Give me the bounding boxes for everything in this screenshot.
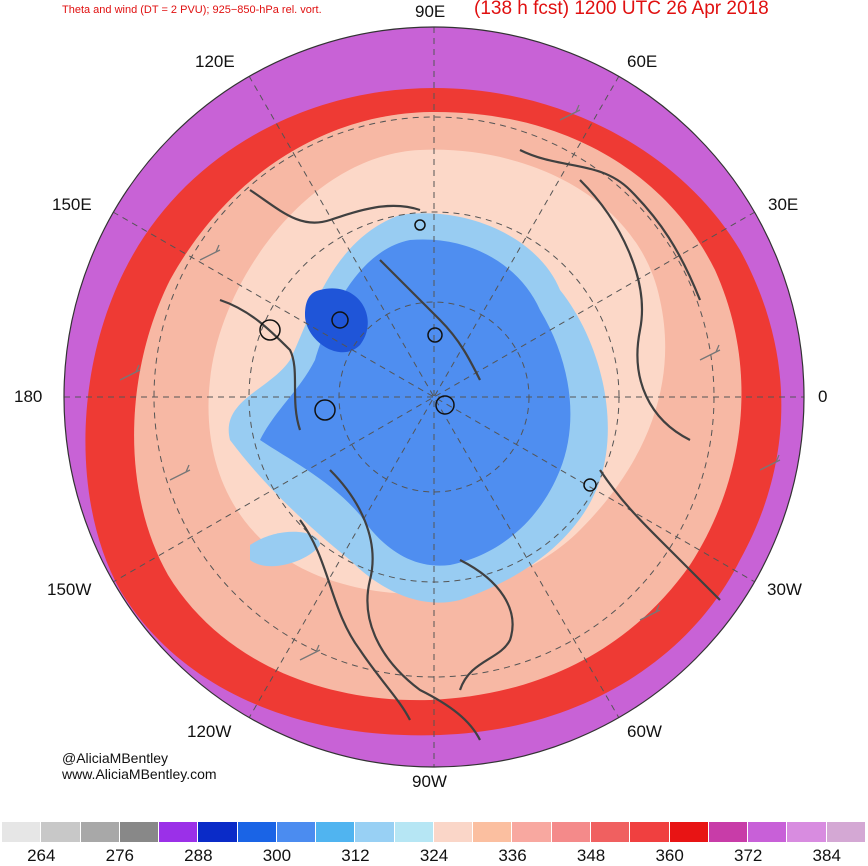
- colorbar-swatch: [237, 822, 277, 842]
- lon-label-90w: 90W: [412, 772, 447, 791]
- lon-label-60w: 60W: [627, 722, 662, 741]
- cold-air-deep: [305, 288, 368, 353]
- colorbar-swatch: [198, 822, 238, 842]
- credit-website: www.AliciaMBentley.com: [62, 766, 217, 782]
- lon-label-0: 0: [818, 387, 828, 406]
- lon-label-180: 180: [14, 387, 43, 406]
- colorbar-swatch: [355, 822, 395, 842]
- colorbar-tick-label: 288: [184, 846, 213, 865]
- colorbar-swatch: [748, 822, 788, 842]
- polar-map: [63, 26, 805, 768]
- colorbar-swatch: [512, 822, 552, 842]
- colorbar-swatch: [276, 822, 317, 842]
- lon-label-150e: 150E: [52, 195, 92, 214]
- colorbar-swatch: [630, 822, 670, 842]
- map-title: (138 h fcst) 1200 UTC 26 Apr 2018: [474, 0, 769, 19]
- lat-lon-grid: [64, 27, 804, 767]
- colorbar-tick-label: 324: [419, 846, 449, 865]
- colorbar-swatch: [787, 822, 827, 842]
- colorbar-tick-label: 300: [262, 846, 292, 865]
- colorbar-tick-label: 360: [655, 846, 684, 865]
- colorbar-swatch: [316, 822, 356, 842]
- colorbar: [2, 822, 866, 842]
- credit-handle: @AliciaMBentley: [62, 750, 169, 766]
- colorbar-swatch: [708, 822, 749, 842]
- vorticity-contours: [259, 219, 597, 492]
- colorbar-swatch: [394, 822, 434, 842]
- colorbar-swatch: [473, 822, 513, 842]
- colorbar-tick-label: 336: [498, 846, 527, 865]
- colorbar-swatch: [41, 822, 81, 842]
- lon-label-30e: 30E: [768, 195, 799, 214]
- colorbar-swatch: [159, 822, 199, 842]
- colorbar-swatch: [2, 822, 42, 842]
- colorbar-swatch: [669, 822, 709, 842]
- colorbar-tick-label: 384: [812, 846, 841, 865]
- colorbar-swatch: [826, 822, 866, 842]
- colorbar-swatch: [119, 822, 160, 842]
- lon-label-150w: 150W: [47, 580, 92, 599]
- colorbar-tick-label: 348: [576, 846, 606, 865]
- map-border: [63, 26, 805, 768]
- colorbar-swatch: [80, 822, 120, 842]
- lon-label-60e: 60E: [627, 52, 658, 71]
- colorbar-tick-label: 312: [341, 846, 370, 865]
- wind-barbs: [119, 104, 781, 661]
- colorbar-tick-label: 372: [733, 846, 763, 865]
- colorbar-swatch: [551, 822, 591, 842]
- lon-label-120w: 120W: [187, 722, 232, 741]
- colorbar-swatch: [433, 822, 474, 842]
- colorbar-tick-label: 276: [105, 846, 134, 865]
- lon-label-90e: 90E: [415, 2, 446, 21]
- colorbar-tick-label: 264: [27, 846, 56, 865]
- cold-air-pool: [250, 531, 320, 567]
- map-subtitle: Theta and wind (DT = 2 PVU); 925−850-hPa…: [62, 4, 322, 16]
- coastlines: [219, 149, 721, 741]
- lon-label-30w: 30W: [767, 580, 802, 599]
- lon-label-120e: 120E: [195, 52, 235, 71]
- colorbar-swatch: [590, 822, 631, 842]
